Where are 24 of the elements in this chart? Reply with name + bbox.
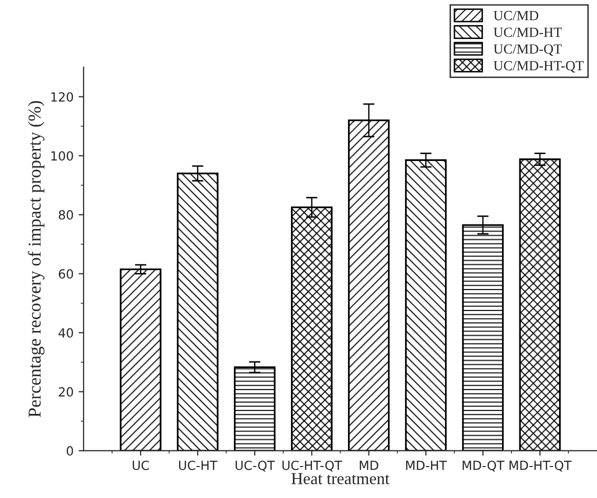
y-tick-label: 100 (51, 151, 74, 161)
legend-label: UC/MD-QT (494, 44, 562, 56)
legend-label: UC/MD-HT-QT (494, 61, 584, 72)
x-tick-label: MD-HT-QT (510, 460, 572, 472)
x-tick-label: UC-HT (179, 460, 218, 470)
y-tick-label: 40 (58, 328, 74, 338)
x-tick-label: MD (360, 460, 378, 470)
x-tick-label: UC-HT-QT (282, 460, 342, 472)
x-tick-label: UC (132, 460, 149, 470)
x-tick-label: UC-QT (236, 460, 275, 472)
y-tick-label: 20 (58, 387, 74, 397)
bar (234, 366, 276, 451)
y-tick-label: 120 (51, 92, 74, 102)
bar (120, 268, 162, 451)
bar (519, 158, 561, 451)
y-tick-label: 60 (58, 269, 74, 279)
legend-label: UC/MD (494, 10, 538, 20)
legend-label: UC/MD-HT (494, 28, 562, 37)
x-tick-label: MD-HT (406, 460, 447, 470)
x-axis-title: Heat treatment (291, 473, 390, 484)
y-tick-label: 0 (66, 446, 74, 456)
y-tick-label: 80 (58, 210, 74, 220)
y-axis-title: Percentage recovery of impact property (%) (28, 101, 44, 418)
x-tick-label: MD-QT (462, 460, 504, 472)
